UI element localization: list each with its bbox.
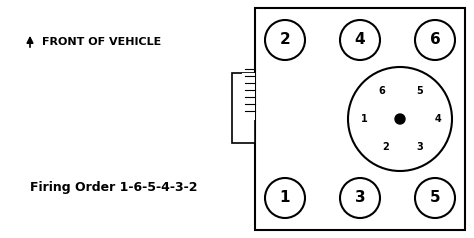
Text: 3: 3: [417, 142, 423, 152]
Text: Firing Order 1-6-5-4-3-2: Firing Order 1-6-5-4-3-2: [30, 182, 198, 194]
Circle shape: [265, 20, 305, 60]
Circle shape: [415, 20, 455, 60]
Circle shape: [265, 178, 305, 218]
Text: 6: 6: [379, 86, 385, 96]
Text: 2: 2: [383, 142, 389, 152]
Circle shape: [340, 178, 380, 218]
Circle shape: [395, 114, 405, 124]
Text: 2: 2: [280, 33, 291, 48]
Bar: [232, 73, 255, 143]
Text: 4: 4: [435, 114, 441, 124]
Circle shape: [415, 178, 455, 218]
Text: FRONT OF VEHICLE: FRONT OF VEHICLE: [42, 37, 161, 47]
Circle shape: [340, 20, 380, 60]
Text: 1: 1: [280, 190, 290, 205]
Text: 1: 1: [361, 114, 367, 124]
Circle shape: [348, 67, 452, 171]
Bar: [242, 73, 255, 120]
Text: 5: 5: [430, 190, 440, 205]
Text: 5: 5: [417, 86, 423, 96]
Text: 4: 4: [355, 33, 365, 48]
Text: 3: 3: [355, 190, 365, 205]
Text: 6: 6: [429, 33, 440, 48]
Bar: [255, 8, 465, 230]
